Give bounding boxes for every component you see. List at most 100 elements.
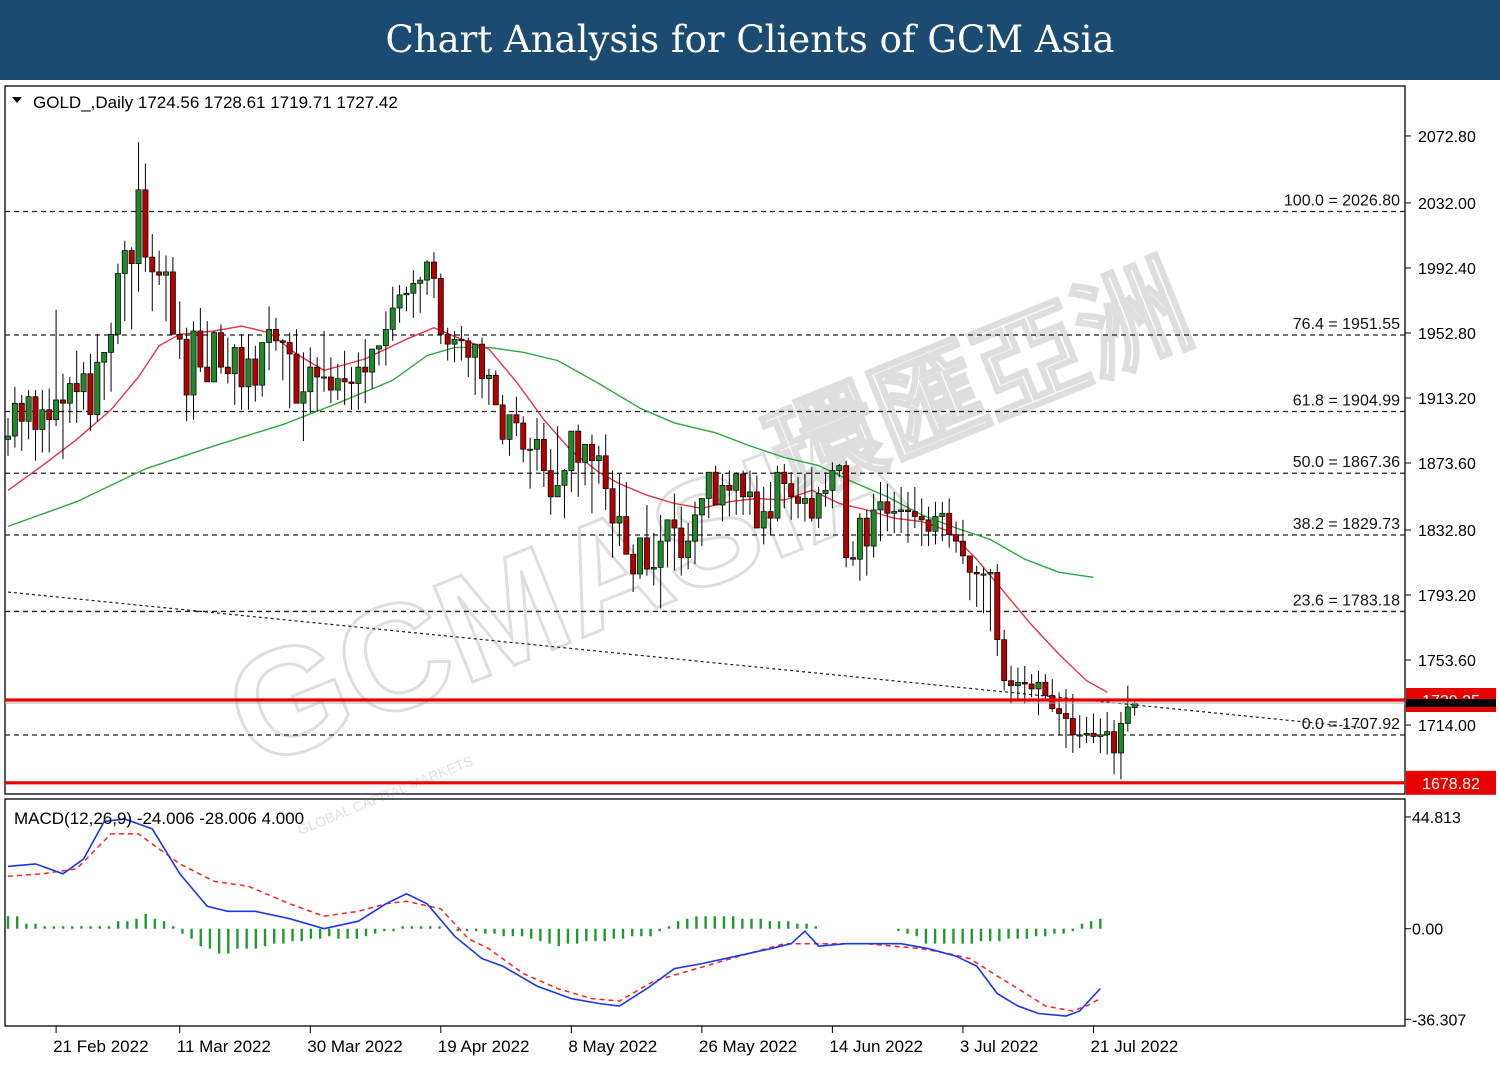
bearish-candle-body xyxy=(726,484,733,491)
bullish-candle-body xyxy=(1097,734,1104,737)
bearish-candle-body xyxy=(753,491,760,529)
bearish-candle-body xyxy=(156,271,163,276)
bullish-candle-body xyxy=(719,484,726,506)
price-tick-label: 1714.00 xyxy=(1418,718,1476,735)
fib-level-label: 100.0 = 2026.80 xyxy=(1284,192,1400,209)
bullish-candle-body xyxy=(1083,732,1090,736)
bullish-candle-body xyxy=(417,279,424,284)
bullish-candle-body xyxy=(870,509,877,547)
macd-panel-frame xyxy=(4,798,1406,1027)
macd-label: MACD(12,26,9) -24.006 -28.006 4.000 xyxy=(14,809,304,828)
fib-level-label: 50.0 = 1867.36 xyxy=(1293,454,1400,471)
bearish-candle-body xyxy=(1001,639,1008,682)
bullish-candle-body xyxy=(692,514,698,542)
symbol-dropdown-icon[interactable] xyxy=(12,97,22,103)
bearish-candle-body xyxy=(946,512,953,535)
date-tick-label: 30 Mar 2022 xyxy=(307,1037,402,1056)
bullish-candle-body xyxy=(5,435,11,440)
bullish-candle-body xyxy=(25,396,32,422)
bearish-candle-body xyxy=(32,396,39,430)
bullish-candle-body xyxy=(637,537,643,575)
bearish-candle-body xyxy=(437,278,444,335)
bearish-candle-body xyxy=(87,373,94,416)
bearish-candle-body xyxy=(1056,708,1063,714)
macd-axis: 44.813 0.00 -36.307 xyxy=(1405,810,1466,1029)
date-tick-label: 3 Jul 2022 xyxy=(960,1037,1038,1056)
bullish-candle-body xyxy=(774,471,781,519)
bullish-candle-body xyxy=(403,292,410,296)
macd-signal-line xyxy=(7,833,1101,1012)
bullish-candle-body xyxy=(369,348,376,373)
bullish-candle-body xyxy=(376,345,382,350)
support-price-label: 1678.82 xyxy=(1422,776,1480,793)
bearish-candle-body xyxy=(314,366,321,378)
bullish-candle-body xyxy=(877,501,884,511)
bearish-candle-body xyxy=(362,366,369,373)
macd-main-line xyxy=(7,818,1101,1017)
bearish-candle-body xyxy=(767,511,774,519)
date-tick-label: 26 May 2022 xyxy=(699,1037,797,1056)
bearish-candle-body xyxy=(465,340,472,358)
bullish-candle-body xyxy=(747,491,753,498)
bearish-candle-body xyxy=(142,189,149,258)
price-tick-label: 1832.80 xyxy=(1418,523,1476,540)
price-tick-label: 1753.60 xyxy=(1418,653,1476,670)
bearish-candle-body xyxy=(884,501,891,514)
bearish-candle-body xyxy=(1063,713,1069,719)
fib-level-label: 38.2 = 1829.73 xyxy=(1293,516,1400,533)
bearish-candle-body xyxy=(458,338,465,342)
bearish-candle-body xyxy=(520,422,527,450)
bearish-candle-body xyxy=(547,470,554,498)
bullish-candle-body xyxy=(815,493,822,519)
bullish-candle-body xyxy=(245,358,252,388)
current-price-marker xyxy=(1406,699,1496,708)
bullish-candle-body xyxy=(856,517,863,560)
bearish-candle-body xyxy=(348,381,355,384)
bearish-candle-body xyxy=(588,443,595,462)
bearish-candle-body xyxy=(149,256,156,273)
price-tick-label: 1913.20 xyxy=(1418,391,1476,408)
bearish-candle-body xyxy=(712,471,719,506)
bearish-candle-body xyxy=(513,414,520,424)
bullish-candle-body xyxy=(472,343,479,358)
bearish-candle-body xyxy=(843,465,850,558)
bearish-candle-body xyxy=(918,516,925,521)
price-tick-label: 2032.00 xyxy=(1418,196,1476,213)
bullish-candle-body xyxy=(657,540,664,568)
fib-level-label: 76.4 = 1951.55 xyxy=(1293,316,1400,333)
bearish-candle-body xyxy=(1049,695,1056,709)
macd-tick-label: -36.307 xyxy=(1412,1012,1466,1029)
bullish-candle-body xyxy=(527,448,534,451)
macd-histogram xyxy=(6,913,1102,954)
bullish-candle-body xyxy=(1076,734,1083,737)
gold-daily-chart[interactable]: GCMASIA GLOBAL CAPITAL MARKETS 環匯亞洲 100.… xyxy=(0,80,1500,1071)
bearish-candle-body xyxy=(176,333,183,340)
bearish-candle-body xyxy=(540,439,547,471)
fib-level-label: 23.6 = 1783.18 xyxy=(1293,592,1400,609)
bullish-candle-body xyxy=(66,383,73,404)
bullish-candle-body xyxy=(932,516,939,532)
bullish-candle-body xyxy=(891,511,898,514)
bearish-candle-body xyxy=(204,366,211,383)
bearish-candle-body xyxy=(795,496,802,504)
chart-analysis-banner: Chart Analysis for Clients of GCM Asia xyxy=(0,0,1500,80)
bullish-candle-body xyxy=(898,509,905,512)
bearish-candle-body xyxy=(238,347,245,388)
bullish-candle-body xyxy=(53,399,60,421)
date-tick-label: 8 May 2022 xyxy=(568,1037,657,1056)
bullish-candle-body xyxy=(582,443,589,463)
bearish-candle-body xyxy=(630,553,637,575)
bearish-candle-body xyxy=(966,555,973,573)
bearish-candle-body xyxy=(671,519,678,529)
bullish-candle-body xyxy=(685,540,692,558)
bearish-candle-body xyxy=(850,557,856,560)
bearish-candle-body xyxy=(46,409,53,421)
bullish-candle-body xyxy=(424,261,431,281)
bearish-candle-body xyxy=(1090,732,1097,737)
bullish-candle-body xyxy=(121,250,128,274)
bearish-candle-body xyxy=(499,404,506,440)
bullish-candle-body xyxy=(389,307,396,330)
price-tick-label: 1793.20 xyxy=(1418,588,1476,605)
bullish-candle-body xyxy=(211,332,218,383)
bullish-candle-body xyxy=(939,512,946,517)
